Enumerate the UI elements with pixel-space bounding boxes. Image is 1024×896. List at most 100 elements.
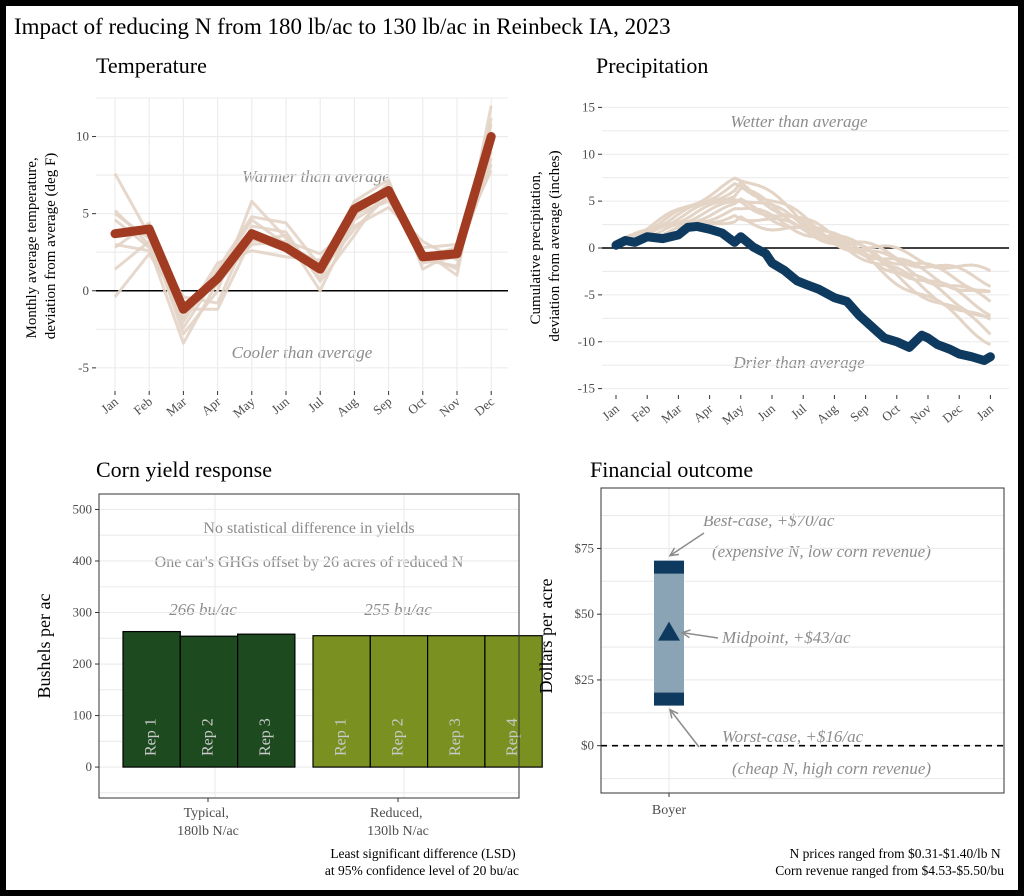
precipitation-xtick-label: Sep <box>847 401 872 425</box>
precipitation-xtick-label: Nov <box>907 400 934 426</box>
financial-title: Financial outcome <box>590 457 753 482</box>
precipitation-ylabel-line2: deviation from average (inches) <box>547 150 563 341</box>
precipitation-ytick-label: 15 <box>582 99 595 114</box>
temperature-ytick-label: 10 <box>76 129 89 144</box>
financial-mid-arrow <box>681 631 719 639</box>
temperature-xtick-label: Apr <box>198 393 224 418</box>
temperature-xtick-label: Oct <box>405 394 429 418</box>
yield-bar-label: Rep 1 <box>332 718 349 756</box>
precipitation-ytick-label: 10 <box>582 146 595 161</box>
temperature-historical-line <box>114 117 493 330</box>
precipitation-ylabel-line1: Cumulative precipitation, <box>528 171 544 324</box>
yield-bar-label: Rep 2 <box>390 718 407 756</box>
financial-best-label: Best-case, +$70/ac <box>703 511 835 530</box>
svg-text:Reduced, 130lb N/ac: Reduced, 130lb N/ac <box>367 806 429 839</box>
yield-panel-border <box>98 493 520 799</box>
temperature-xtick-label: Nov <box>436 393 463 419</box>
temperature-ytick-label: -5 <box>78 360 89 375</box>
temperature-2023-line <box>110 132 496 314</box>
yield-bar <box>179 635 239 768</box>
yield-ytick-label: 500 <box>73 501 93 516</box>
financial-best-marker <box>654 560 684 574</box>
financial-footnote-line1: N prices ranged from $0.31-$1.40/lb N <box>790 846 1001 861</box>
precipitation-historical-line <box>615 180 992 321</box>
figure-svg: Impact of reducing N from 180 lb/ac to 1… <box>14 14 1009 878</box>
financial-ytick-label: $25 <box>575 672 595 687</box>
financial-mid-label: Midpoint, +$43/ac <box>721 628 851 647</box>
financial-best-arrow-head <box>668 547 680 557</box>
yield-bar <box>237 633 296 768</box>
precipitation-xtick-label: Dec <box>939 401 965 426</box>
temperature-warmer-note: Warmer than average <box>242 167 390 186</box>
precipitation-historical-line <box>615 176 992 347</box>
financial-mid-arrow-head <box>680 629 691 639</box>
yield-bar <box>312 635 371 768</box>
financial-panel: Financial outcome Dollars per acre Boyer… <box>536 457 1005 878</box>
temperature-xtick-label: Jun <box>268 393 292 416</box>
svg-text:N prices ranged from $0.31-$1.: N prices ranged from $0.31-$1.40/lb N Co… <box>775 846 1004 878</box>
figure-title: Impact of reducing N from 180 lb/ac to 1… <box>14 14 671 39</box>
financial-worst-arrow <box>669 709 700 748</box>
svg-text:Typical, 180lb N/ac: Typical, 180lb N/ac <box>177 806 239 839</box>
yield-typical-mean: 266 bu/ac <box>169 600 237 619</box>
yield-xlabel-reduced-line2: 130lb N/ac <box>367 824 429 839</box>
precipitation-xtick-label: Feb <box>629 401 654 425</box>
precipitation-ytick-label: 5 <box>589 193 596 208</box>
financial-ytick-label: $50 <box>575 606 595 621</box>
svg-text:Monthly average temperature,: Monthly average temperature, deviation f… <box>24 153 59 340</box>
yield-bar-label: Rep 4 <box>504 718 521 756</box>
temperature-panel: Temperature Monthly average temperature,… <box>24 53 508 421</box>
precipitation-drier-note: Drier than average <box>732 353 865 372</box>
precipitation-panel: Precipitation Cumulative precipitation, … <box>528 53 1009 428</box>
temperature-historical-line <box>114 157 493 345</box>
precipitation-ytick-label: 0 <box>589 240 596 255</box>
financial-worst-sub: (cheap N, high corn revenue) <box>732 759 931 778</box>
yield-ytick-label: 200 <box>73 656 93 671</box>
financial-panel-border <box>600 487 1005 794</box>
yield-footnote-line1: Least significant difference (LSD) <box>330 846 515 861</box>
temperature-ylabel-line2: deviation from average (deg F) <box>43 153 59 340</box>
yield-bar <box>122 630 181 768</box>
yield-note-ghg-offset: One car's GHGs offset by 26 acres of red… <box>155 554 464 571</box>
yield-reduced-mean: 255 bu/ac <box>364 600 432 619</box>
yield-ylabel: Bushels per ac <box>34 594 54 699</box>
figure-canvas: Impact of reducing N from 180 lb/ac to 1… <box>6 6 1018 890</box>
precipitation-ytick-label: -10 <box>578 334 595 349</box>
yield-bar <box>369 635 429 768</box>
yield-note-no-difference: No statistical difference in yields <box>203 520 414 537</box>
temperature-xtick-label: Mar <box>163 393 190 419</box>
financial-midpoint-marker <box>658 621 680 641</box>
yield-xlabel-typical-line2: 180lb N/ac <box>177 824 239 839</box>
precipitation-xtick-label: Jun <box>754 400 778 423</box>
financial-best-arrow <box>669 532 705 557</box>
precipitation-ytick-label: -15 <box>578 381 595 396</box>
temperature-xtick-label: Jan <box>98 393 121 416</box>
precipitation-xtick-label: Oct <box>879 401 903 425</box>
temperature-xtick-label: Aug <box>334 393 361 419</box>
precipitation-wetter-note: Wetter than average <box>730 112 868 131</box>
precipitation-historical-line <box>615 186 991 319</box>
temperature-ylabel-line1: Monthly average temperature, <box>24 157 40 338</box>
precipitation-xtick-label: Jul <box>788 401 810 422</box>
svg-text:Least significant difference (: Least significant difference (LSD) at 95… <box>325 846 519 878</box>
financial-worst-marker <box>654 692 684 706</box>
precipitation-ytick-label: -5 <box>584 287 595 302</box>
precipitation-xtick-label: Apr <box>690 400 716 425</box>
temperature-xtick-label: Feb <box>131 394 156 418</box>
svg-text:Cumulative precipitation,: Cumulative precipitation, deviation from… <box>528 150 563 341</box>
precipitation-title: Precipitation <box>596 53 708 78</box>
temperature-cooler-note: Cooler than average <box>232 343 373 362</box>
yield-xlabel-reduced-line1: Reduced, <box>370 806 422 821</box>
financial-worst-arrow-head <box>668 708 679 719</box>
temperature-ytick-label: 0 <box>83 283 90 298</box>
yield-ytick-label: 400 <box>73 553 93 568</box>
precipitation-historical-line <box>615 214 992 288</box>
precipitation-xtick-label: Aug <box>814 400 841 426</box>
temperature-title: Temperature <box>96 53 207 78</box>
financial-ytick-label: $0 <box>581 738 594 753</box>
yield-ytick-label: 0 <box>86 759 93 774</box>
temperature-xtick-label: Jul <box>305 394 327 415</box>
yield-title: Corn yield response <box>96 457 272 482</box>
yield-xlabel-typical-line1: Typical, <box>184 806 229 821</box>
